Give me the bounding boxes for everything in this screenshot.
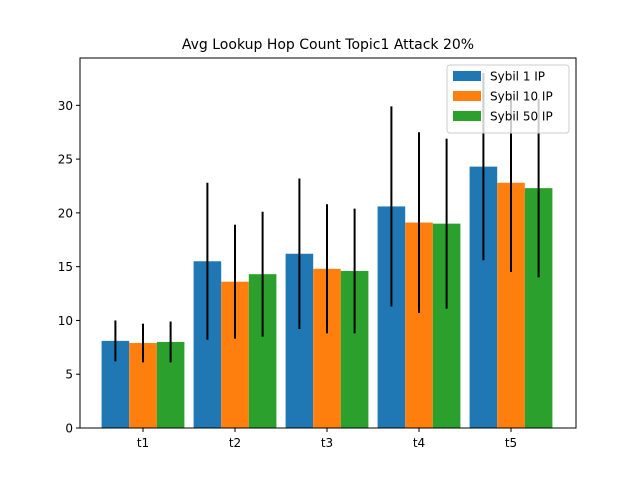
x-tick-label: t2 bbox=[229, 436, 241, 450]
x-tick-label: t3 bbox=[321, 436, 333, 450]
y-tick-label: 15 bbox=[58, 260, 73, 274]
x-tick-label: t4 bbox=[413, 436, 425, 450]
y-tick-label: 25 bbox=[58, 153, 73, 167]
legend-label: Sybil 10 IP bbox=[490, 90, 553, 104]
y-axis: 0 5 10 15 20 25 30 bbox=[58, 99, 80, 436]
legend-swatch bbox=[453, 91, 481, 101]
legend-swatch bbox=[453, 71, 481, 81]
legend-label: Sybil 50 IP bbox=[490, 110, 553, 124]
y-tick-label: 20 bbox=[58, 206, 73, 220]
x-axis: t1 t2 t3 t4 t5 bbox=[137, 428, 517, 450]
x-tick-label: t5 bbox=[505, 436, 517, 450]
y-tick-label: 5 bbox=[65, 368, 73, 382]
legend: Sybil 1 IP Sybil 10 IP Sybil 50 IP bbox=[446, 64, 570, 134]
y-tick-label: 10 bbox=[58, 314, 73, 328]
plot-frame bbox=[79, 57, 577, 429]
legend-swatch bbox=[453, 111, 481, 121]
chart-title: Avg Lookup Hop Count Topic1 Attack 20% bbox=[182, 37, 474, 53]
legend-label: Sybil 1 IP bbox=[490, 70, 545, 84]
bars-layer bbox=[101, 166, 553, 428]
y-tick-label: 0 bbox=[65, 422, 73, 436]
x-tick-label: t1 bbox=[137, 436, 149, 450]
y-tick-label: 30 bbox=[58, 99, 73, 113]
